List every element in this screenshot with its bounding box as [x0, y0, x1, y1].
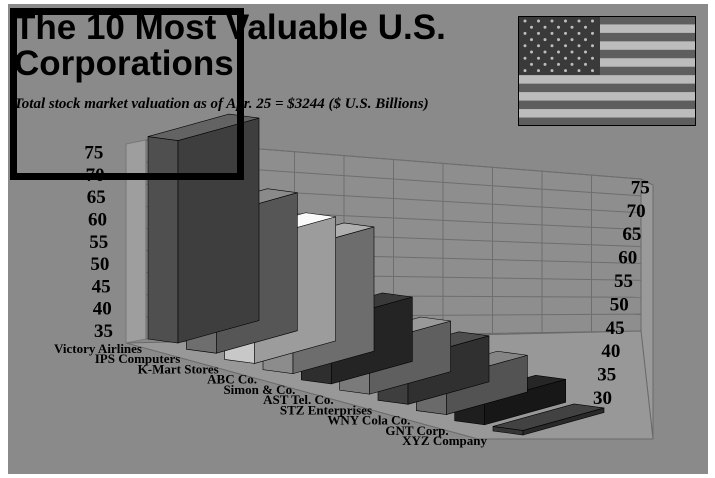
category-label: AST Tel. Co.: [263, 392, 334, 407]
category-label: Simon & Co.: [223, 382, 295, 397]
category-label: XYZ Company: [402, 433, 487, 448]
category-label: Victory Airlines: [54, 341, 142, 356]
y-tick-label: 65: [87, 187, 106, 208]
y-tick-label: 55: [614, 271, 633, 292]
bar: [492, 403, 605, 436]
category-label: WNY Cola Co.: [327, 413, 410, 428]
left-wall: [125, 139, 147, 344]
chart-subtitle: Total stock market valuation as of Apr. …: [14, 96, 429, 112]
y-tick-label: 60: [618, 248, 637, 269]
y-tick-label: 45: [606, 318, 625, 339]
y-tick-label: 55: [89, 232, 108, 253]
y-tick-label: 60: [88, 210, 107, 231]
y-tick-label: 50: [90, 254, 109, 275]
chart-area: Victory Airlines IPS Computers K-Mart Stor…: [8, 4, 708, 474]
bar-top: [147, 113, 260, 141]
y-tick-label: 70: [627, 201, 646, 222]
category-label: K-Mart Stores: [138, 361, 219, 376]
y-tick-label: 45: [92, 276, 111, 297]
bar-side: [177, 117, 260, 344]
bar-front: [147, 136, 179, 344]
y-tick-label: 30: [593, 388, 612, 409]
y-tick-label: 35: [94, 321, 113, 342]
category-label: STZ Enterprises: [280, 402, 372, 417]
category-label: GNT Corp.: [385, 423, 448, 438]
y-tick-label: 50: [610, 294, 629, 315]
category-label: IPS Computers: [95, 351, 181, 366]
chart-title: The 10 Most Valuable U.S. Corporations: [14, 8, 446, 83]
category-label: ABC Co.: [207, 372, 257, 387]
y-tick-label: 75: [631, 177, 650, 198]
y-tick-label: 70: [86, 165, 105, 186]
y-tick-label: 75: [84, 143, 103, 164]
y-tick-label: 35: [597, 365, 616, 386]
bar-top: [492, 403, 605, 431]
y-tick-label: 65: [622, 224, 641, 245]
us-flag-icon: [518, 16, 696, 126]
y-tick-label: 40: [93, 299, 112, 320]
y-tick-label: 40: [601, 341, 620, 362]
bar: [147, 113, 260, 344]
